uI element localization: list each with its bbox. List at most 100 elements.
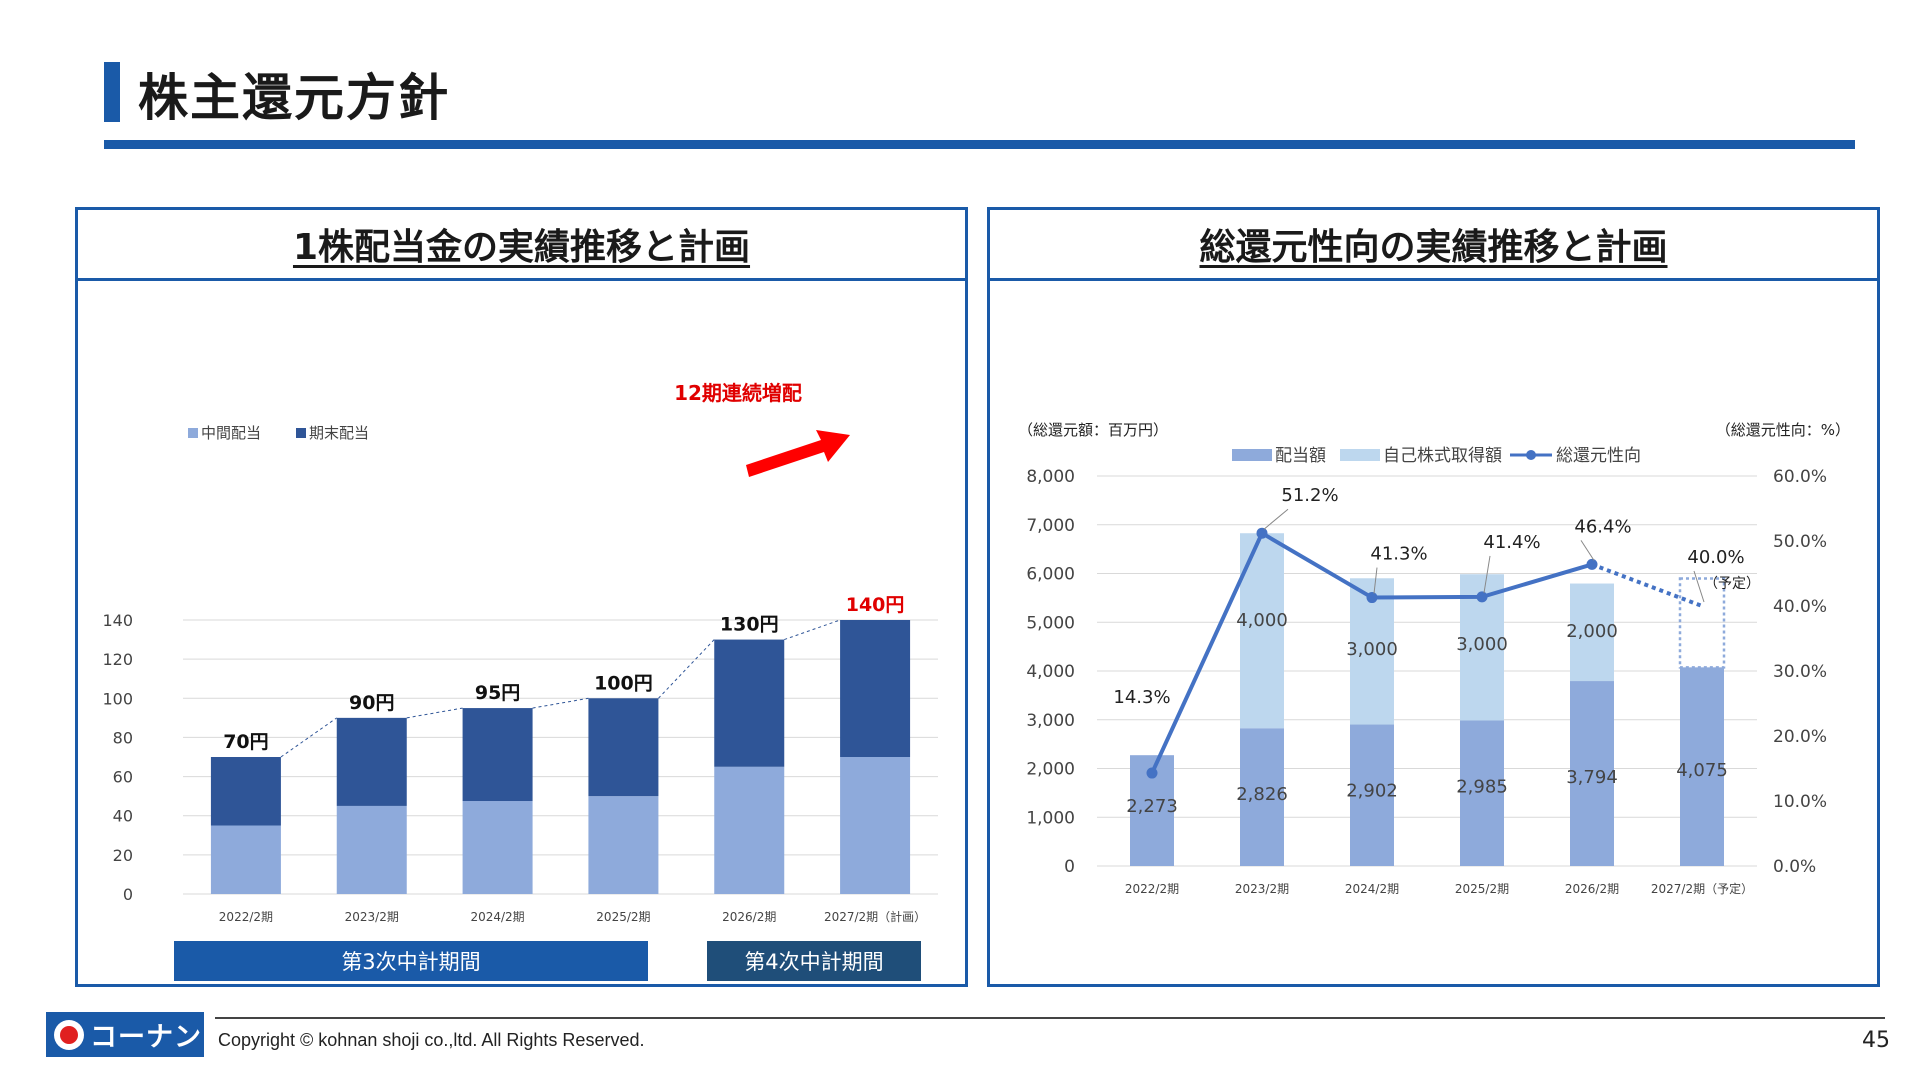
y-tick-label: 8,000 bbox=[1026, 467, 1075, 487]
ratio-label-leader bbox=[1373, 567, 1378, 594]
x-tick-label: 2023/2期 bbox=[1235, 882, 1289, 896]
y-tick-label: 80 bbox=[113, 728, 133, 747]
y-tick-label: 20 bbox=[113, 846, 133, 865]
left-axis-unit-label: （総還元額：百万円） bbox=[1018, 421, 1168, 439]
year-end-dividend-bar bbox=[462, 708, 533, 802]
ratio-label-leader bbox=[1263, 508, 1289, 530]
y2-tick-label: 30.0% bbox=[1773, 662, 1827, 682]
dividend-amount-bar bbox=[1570, 681, 1614, 866]
y-tick-label: 2,000 bbox=[1026, 760, 1075, 780]
dividend-amount-label: 2,985 bbox=[1456, 776, 1508, 797]
dividend-amount-label: 4,075 bbox=[1676, 760, 1728, 781]
trend-connector bbox=[280, 717, 338, 758]
y-tick-label: 120 bbox=[102, 650, 133, 669]
x-tick-label: 2024/2期 bbox=[470, 910, 524, 924]
x-tick-label: 2027/2期（予定） bbox=[1651, 881, 1753, 896]
dividend-panel: 1株配当金の実績推移と計画 0 20 40 60 80 100 120 140 中間配当 期末配当… bbox=[75, 207, 968, 987]
ratio-label: 41.3% bbox=[1370, 544, 1427, 565]
year-end-dividend-bar bbox=[210, 757, 281, 826]
y2-tick-label: 50.0% bbox=[1773, 532, 1827, 552]
interim-dividend-bar bbox=[462, 801, 533, 894]
y-tick-label: 7,000 bbox=[1026, 516, 1075, 536]
period-label: 第3次中計期間 bbox=[341, 950, 480, 974]
right-axis-unit-label: （総還元性向：%） bbox=[1716, 421, 1850, 439]
buyback-amount-label: 4,000 bbox=[1236, 610, 1288, 631]
trend-connector bbox=[784, 619, 841, 641]
interim-dividend-bar bbox=[840, 757, 911, 894]
y-tick-label: 100 bbox=[102, 689, 133, 708]
footer-divider bbox=[215, 1017, 1885, 1019]
y2-tick-label: 20.0% bbox=[1773, 727, 1827, 747]
buyback-amount-bar bbox=[1570, 583, 1614, 682]
legend-label: 自己株式取得額 bbox=[1383, 446, 1502, 466]
logo-text: コーナン bbox=[90, 1022, 202, 1053]
legend-swatch bbox=[296, 428, 306, 438]
planned-note: （予定） bbox=[1704, 576, 1760, 592]
y2-tick-label: 40.0% bbox=[1773, 597, 1827, 617]
year-end-dividend-bar bbox=[336, 717, 407, 806]
interim-dividend-bar bbox=[336, 805, 407, 894]
total-dividend-label: 100円 bbox=[594, 672, 653, 694]
y-tick-label: 6,000 bbox=[1026, 565, 1075, 585]
dividend-amount-bar bbox=[1680, 667, 1724, 866]
trend-connector bbox=[406, 707, 463, 719]
x-tick-label: 2026/2期 bbox=[1565, 882, 1619, 896]
ratio-point bbox=[1256, 527, 1268, 539]
dividend-amount-bar bbox=[1460, 720, 1504, 866]
ratio-point bbox=[1146, 767, 1158, 779]
x-tick-label: 2022/2期 bbox=[1125, 882, 1179, 896]
total-dividend-label: 140円 bbox=[846, 594, 905, 616]
x-tick-label: 2025/2期 bbox=[1455, 882, 1509, 896]
ratio-label: 51.2% bbox=[1281, 485, 1338, 506]
page-number: 45 bbox=[1862, 1028, 1890, 1053]
total-return-chart-title: 総還元性向の実績推移と計画 bbox=[1199, 227, 1668, 268]
buyback-amount-label: 2,000 bbox=[1566, 621, 1618, 642]
legend-label: 中間配当 bbox=[201, 424, 261, 442]
y-tick-label: 1,000 bbox=[1026, 808, 1075, 828]
y-tick-label: 0 bbox=[1064, 857, 1075, 877]
year-end-dividend-bar bbox=[840, 620, 911, 757]
dividend-chart: 0 20 40 60 80 100 120 140 中間配当 期末配当 2022/2期 2023/2期… bbox=[102, 381, 938, 981]
dividend-amount-label: 2,826 bbox=[1236, 784, 1288, 805]
year-end-dividend-bar bbox=[714, 639, 785, 767]
company-logo: コーナン bbox=[46, 1012, 204, 1057]
trend-connector bbox=[658, 639, 715, 699]
legend-swatch bbox=[188, 428, 198, 438]
y-tick-label: 5,000 bbox=[1026, 613, 1075, 633]
increase-arrow-icon bbox=[746, 430, 850, 477]
ratio-label: 41.4% bbox=[1483, 532, 1540, 553]
planned-ratio-line bbox=[1591, 562, 1703, 608]
ratio-label: 14.3% bbox=[1113, 687, 1170, 708]
period-label: 第4次中計期間 bbox=[744, 950, 883, 974]
title-divider bbox=[104, 140, 1855, 149]
buyback-amount-label: 3,000 bbox=[1346, 639, 1398, 660]
dividend-amount-bar bbox=[1350, 724, 1394, 866]
legend-label: 総還元性向 bbox=[1556, 446, 1641, 466]
total-dividend-label: 130円 bbox=[720, 614, 779, 636]
y2-tick-label: 10.0% bbox=[1773, 792, 1827, 812]
y-tick-label: 3,000 bbox=[1026, 711, 1075, 731]
total-return-panel-header: 総還元性向の実績推移と計画 bbox=[990, 210, 1877, 281]
dividend-amount-label: 2,273 bbox=[1126, 796, 1178, 817]
x-tick-label: 2023/2期 bbox=[345, 910, 399, 924]
legend-marker bbox=[1526, 450, 1536, 460]
x-tick-label: 2026/2期 bbox=[722, 910, 776, 924]
y-tick-label: 40 bbox=[113, 807, 133, 826]
year-end-dividend-bar bbox=[588, 698, 659, 797]
x-tick-label: 2022/2期 bbox=[219, 910, 273, 924]
ratio-label-leader bbox=[1693, 570, 1705, 603]
ratio-label-leader bbox=[1483, 555, 1491, 593]
dividend-chart-title: 1株配当金の実績推移と計画 bbox=[292, 227, 751, 268]
ratio-point bbox=[1586, 558, 1598, 570]
consecutive-increase-annotation: 12期連続増配 bbox=[674, 381, 802, 405]
legend-label: 配当額 bbox=[1275, 446, 1326, 466]
buyback-amount-label: 3,000 bbox=[1456, 634, 1508, 655]
dividend-amount-bar bbox=[1240, 728, 1284, 866]
legend-swatch bbox=[1340, 449, 1380, 461]
x-tick-label: 2024/2期 bbox=[1345, 882, 1399, 896]
period-band bbox=[174, 941, 648, 981]
title-accent-bar bbox=[104, 62, 120, 122]
interim-dividend-bar bbox=[588, 796, 659, 894]
period-band bbox=[707, 941, 921, 981]
total-dividend-label: 70円 bbox=[223, 731, 268, 753]
